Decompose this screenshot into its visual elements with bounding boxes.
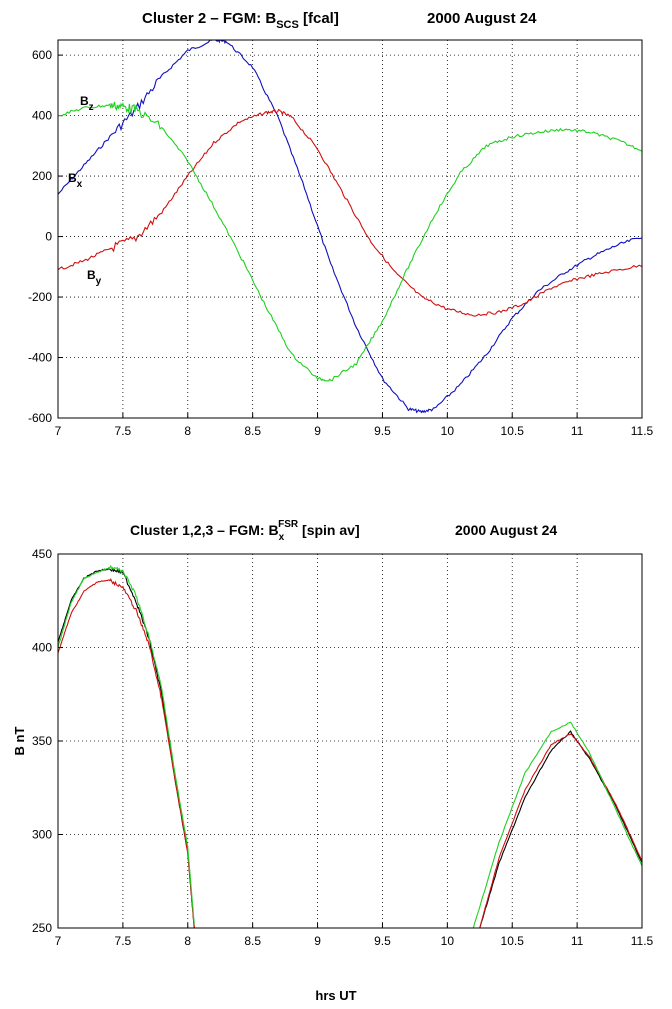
x-tick-label: 9 [314, 934, 321, 948]
x-tick-label: 11 [571, 424, 584, 438]
bx-annotation-main: B [68, 171, 77, 185]
x-tick-label: 8 [184, 934, 191, 948]
y-tick-label: -400 [28, 351, 52, 365]
bottom-title-rest: [spin av] [298, 522, 359, 538]
y-tick-label: 600 [32, 48, 52, 62]
top-title-main: Cluster 2 – FGM: B [142, 10, 276, 27]
y-tick-label: 300 [32, 828, 52, 842]
top-title: Cluster 2 – FGM: BSCS [fcal] [142, 10, 339, 31]
bottom-panel: Cluster 1,2,3 – FGM: Bx FSR [spin av] 200… [12, 519, 654, 1003]
bottom-plot-frame [57, 553, 643, 929]
series-line-cluster-3 [58, 564, 642, 928]
series-line-b-z [58, 101, 642, 382]
bz-annotation: Bz [80, 94, 94, 113]
x-tick-label: 9.5 [374, 424, 391, 438]
top-title-subscript: SCS [276, 19, 299, 31]
top-y-tick-labels: -600 -400 -200 0 200 400 600 [28, 48, 52, 425]
series-line-b-y [58, 108, 642, 317]
x-tick-label: 9 [314, 424, 321, 438]
bottom-title-superscript: FSR [278, 519, 299, 530]
x-tick-label: 7.5 [115, 424, 132, 438]
y-tick-label: -200 [28, 290, 52, 304]
series-line-cluster-1 [58, 566, 642, 928]
x-tick-label: 8.5 [244, 424, 261, 438]
bottom-y-axis-label: B nT [12, 727, 27, 756]
series-line-cluster-2 [58, 578, 642, 928]
y-tick-label: 250 [32, 921, 52, 935]
x-tick-label: 10.5 [501, 424, 525, 438]
top-title-date: 2000 August 24 [427, 10, 537, 27]
bottom-x-tick-labels: 7 7.5 8 8.5 9 9.5 10 10.5 11 11.5 [55, 934, 654, 948]
bottom-y-tick-labels: 250 300 350 400 450 [32, 547, 52, 935]
x-tick-label: 7 [55, 934, 62, 948]
x-tick-label: 10.5 [501, 934, 525, 948]
x-tick-label: 11 [571, 934, 584, 948]
y-tick-label: -600 [28, 411, 52, 425]
top-x-tick-labels: 7 7.5 8 8.5 9 9.5 10 10.5 11 11.5 [55, 424, 654, 438]
y-tick-label: 400 [32, 109, 52, 123]
x-tick-label: 10 [441, 424, 455, 438]
top-series [58, 40, 642, 414]
bx-annotation: Bx [68, 171, 83, 190]
bx-annotation-sub: x [77, 179, 83, 190]
by-annotation: By [87, 268, 102, 287]
x-tick-label: 11.5 [631, 424, 654, 438]
series-line-b-x [58, 40, 642, 414]
y-tick-label: 200 [32, 169, 52, 183]
bottom-series [58, 564, 642, 928]
y-tick-label: 400 [32, 641, 52, 655]
x-tick-label: 9.5 [374, 934, 391, 948]
x-tick-label: 8.5 [244, 934, 261, 948]
x-tick-label: 7.5 [115, 934, 132, 948]
x-tick-label: 8 [184, 424, 191, 438]
bz-annotation-main: B [80, 94, 89, 108]
bottom-gridlines [57, 553, 643, 929]
x-tick-label: 7 [55, 424, 62, 438]
y-tick-label: 0 [45, 230, 52, 244]
bottom-title-date: 2000 August 24 [455, 522, 557, 538]
by-annotation-main: B [87, 268, 96, 282]
y-tick-label: 350 [32, 734, 52, 748]
bz-annotation-sub: z [89, 102, 94, 113]
top-title-rest: [fcal] [299, 10, 339, 27]
bottom-title: Cluster 1,2,3 – FGM: Bx FSR [spin av] [130, 519, 360, 543]
by-annotation-sub: y [96, 276, 102, 287]
bottom-title-main: Cluster 1,2,3 – FGM: B [130, 522, 279, 538]
x-tick-label: 10 [441, 934, 455, 948]
top-plot-frame [57, 39, 643, 419]
x-tick-label: 11.5 [631, 934, 654, 948]
top-panel: Cluster 2 – FGM: BSCS [fcal] 2000 August… [28, 10, 654, 438]
y-tick-label: 450 [32, 547, 52, 561]
bottom-title-subscript: x [279, 532, 285, 543]
bottom-x-axis-label: hrs UT [315, 988, 356, 1003]
